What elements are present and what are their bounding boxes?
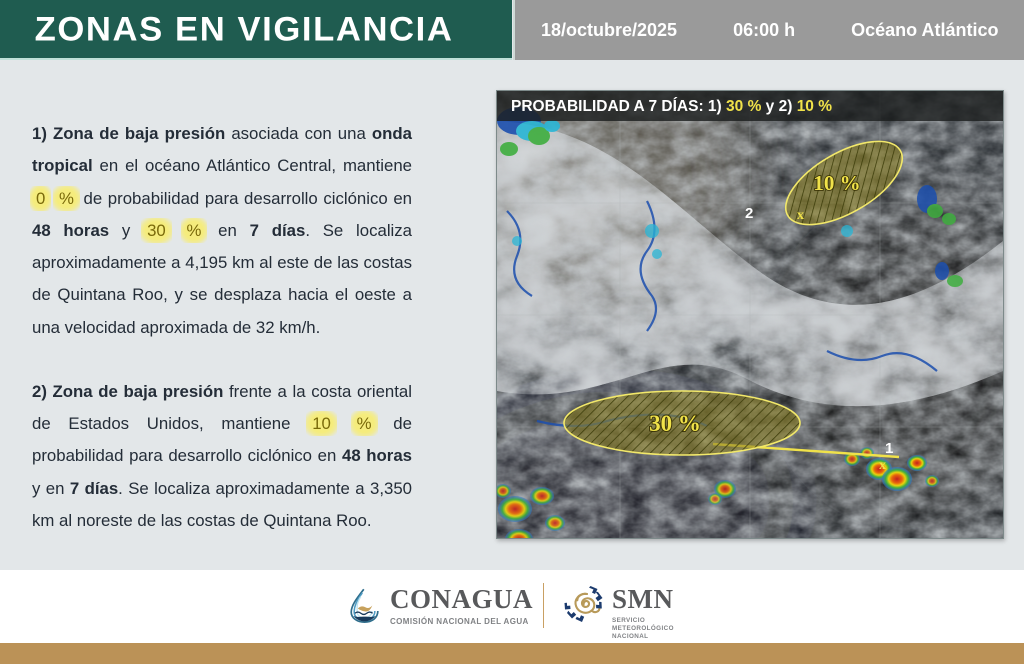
svg-text:x: x xyxy=(879,458,886,473)
svg-text:PROBABILIDAD A 7 DÍAS: 1) 30 %: PROBABILIDAD A 7 DÍAS: 1) 30 % y 2) 10 % xyxy=(511,98,832,115)
svg-text:2: 2 xyxy=(745,205,753,222)
svg-text:x: x xyxy=(797,208,804,223)
svg-text:30 %: 30 % xyxy=(649,411,701,436)
svg-text:1: 1 xyxy=(885,440,893,457)
svg-text:10 %: 10 % xyxy=(813,171,860,195)
